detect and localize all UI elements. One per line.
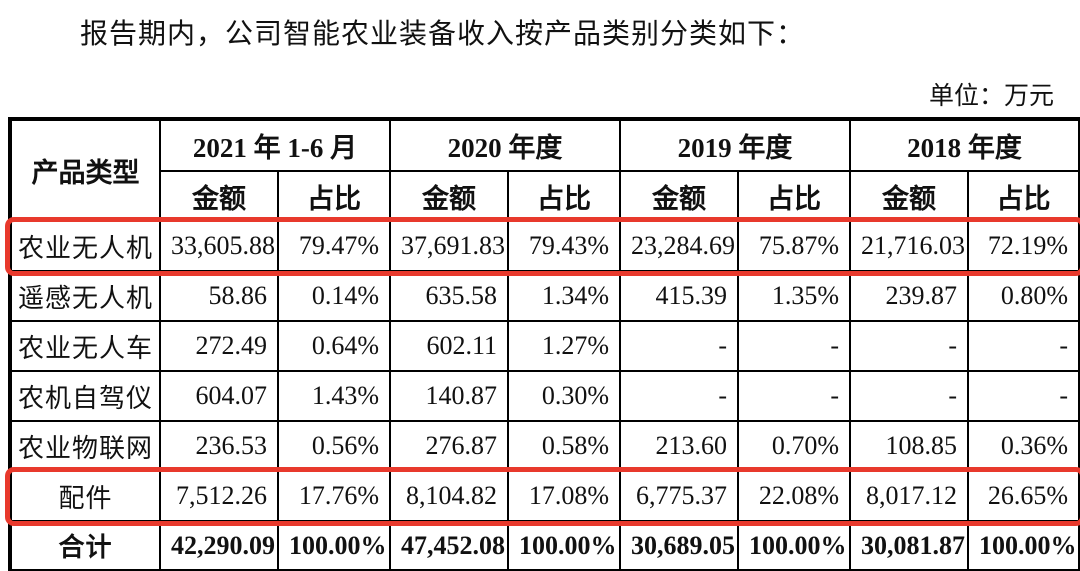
cell: 79.43% bbox=[507, 220, 621, 272]
ratio-header: 占比 bbox=[507, 170, 621, 222]
cell: - bbox=[619, 370, 739, 422]
cell: 239.87 bbox=[849, 270, 969, 322]
table-row: 农机自驾仪 604.07 1.43% 140.87 0.30% - - - - bbox=[9, 370, 1080, 422]
cell: 100.00% bbox=[737, 520, 851, 571]
cell: 79.47% bbox=[277, 220, 391, 272]
row-label: 农业物联网 bbox=[9, 420, 161, 472]
cell: 100.00% bbox=[277, 520, 391, 571]
cell: 0.80% bbox=[967, 270, 1080, 322]
row-label: 农机自驾仪 bbox=[9, 370, 161, 422]
cell: 0.14% bbox=[277, 270, 391, 322]
cell: 213.60 bbox=[619, 420, 739, 472]
amount-header: 金额 bbox=[849, 170, 969, 222]
cell: 602.11 bbox=[389, 320, 509, 372]
cell: 47,452.08 bbox=[389, 520, 509, 571]
table-row-total: 合计 42,290.09 100.00% 47,452.08 100.00% 3… bbox=[9, 520, 1080, 571]
cell: 0.70% bbox=[737, 420, 851, 472]
cell: 21,716.03 bbox=[849, 220, 969, 272]
cell: 30,081.87 bbox=[849, 520, 969, 571]
cell: 1.43% bbox=[277, 370, 391, 422]
amount-header: 金额 bbox=[389, 170, 509, 222]
period-header-2018: 2018 年度 bbox=[849, 118, 1080, 172]
cell: 604.07 bbox=[159, 370, 279, 422]
cell: - bbox=[737, 370, 851, 422]
cell: 236.53 bbox=[159, 420, 279, 472]
cell: 30,689.05 bbox=[619, 520, 739, 571]
cell: 17.76% bbox=[277, 470, 391, 522]
period-header-2019: 2019 年度 bbox=[619, 118, 851, 172]
ratio-header: 占比 bbox=[967, 170, 1080, 222]
cell: 7,512.26 bbox=[159, 470, 279, 522]
row-label: 配件 bbox=[9, 470, 161, 522]
row-label: 遥感无人机 bbox=[9, 270, 161, 322]
row-label: 合计 bbox=[9, 520, 161, 571]
table-wrapper: 产品类型 2021 年 1-6 月 2020 年度 2019 年度 2018 年… bbox=[5, 117, 1080, 571]
cell: 42,290.09 bbox=[159, 520, 279, 571]
cell: 635.58 bbox=[389, 270, 509, 322]
cell: 415.39 bbox=[619, 270, 739, 322]
cell: 1.34% bbox=[507, 270, 621, 322]
cell: 58.86 bbox=[159, 270, 279, 322]
revenue-table: 产品类型 2021 年 1-6 月 2020 年度 2019 年度 2018 年… bbox=[8, 117, 1080, 571]
cell: - bbox=[967, 370, 1080, 422]
cell: 23,284.69 bbox=[619, 220, 739, 272]
table-row: 遥感无人机 58.86 0.14% 635.58 1.34% 415.39 1.… bbox=[9, 270, 1080, 322]
cell: 108.85 bbox=[849, 420, 969, 472]
cell: 6,775.37 bbox=[619, 470, 739, 522]
amount-header: 金额 bbox=[619, 170, 739, 222]
row-label: 农业无人机 bbox=[9, 220, 161, 272]
cell: 272.49 bbox=[159, 320, 279, 372]
cell: 100.00% bbox=[967, 520, 1080, 571]
product-type-header: 产品类型 bbox=[9, 118, 161, 222]
cell: 1.35% bbox=[737, 270, 851, 322]
cell: 37,691.83 bbox=[389, 220, 509, 272]
cell: 100.00% bbox=[507, 520, 621, 571]
cell: - bbox=[849, 320, 969, 372]
cell: 17.08% bbox=[507, 470, 621, 522]
row-label: 农业无人车 bbox=[9, 320, 161, 372]
cell: - bbox=[737, 320, 851, 372]
cell: 0.56% bbox=[277, 420, 391, 472]
cell: 75.87% bbox=[737, 220, 851, 272]
unit-label: 单位：万元 bbox=[928, 83, 1054, 110]
cell: 8,104.82 bbox=[389, 470, 509, 522]
cell: 276.87 bbox=[389, 420, 509, 472]
table-row: 配件 7,512.26 17.76% 8,104.82 17.08% 6,775… bbox=[9, 470, 1080, 522]
cell: 0.64% bbox=[277, 320, 391, 372]
period-header-2020: 2020 年度 bbox=[389, 118, 621, 172]
table-row: 农业无人车 272.49 0.64% 602.11 1.27% - - - - bbox=[9, 320, 1080, 372]
period-header-2021h1: 2021 年 1-6 月 bbox=[159, 118, 391, 172]
table-row: 农业物联网 236.53 0.56% 276.87 0.58% 213.60 0… bbox=[9, 420, 1080, 472]
cell: 1.27% bbox=[507, 320, 621, 372]
cell: 22.08% bbox=[737, 470, 851, 522]
cell: 33,605.88 bbox=[159, 220, 279, 272]
table-row: 农业无人机 33,605.88 79.47% 37,691.83 79.43% … bbox=[9, 220, 1080, 272]
cell: - bbox=[967, 320, 1080, 372]
cell: - bbox=[619, 320, 739, 372]
cell: 8,017.12 bbox=[849, 470, 969, 522]
cell: 0.30% bbox=[507, 370, 621, 422]
ratio-header: 占比 bbox=[737, 170, 851, 222]
ratio-header: 占比 bbox=[277, 170, 391, 222]
cell: 0.58% bbox=[507, 420, 621, 472]
cell: 0.36% bbox=[967, 420, 1080, 472]
cell: 26.65% bbox=[967, 470, 1080, 522]
intro-text: 报告期内，公司智能农业装备收入按产品类别分类如下： bbox=[80, 19, 806, 50]
cell: 72.19% bbox=[967, 220, 1080, 272]
cell: 140.87 bbox=[389, 370, 509, 422]
amount-header: 金额 bbox=[159, 170, 279, 222]
cell: - bbox=[849, 370, 969, 422]
